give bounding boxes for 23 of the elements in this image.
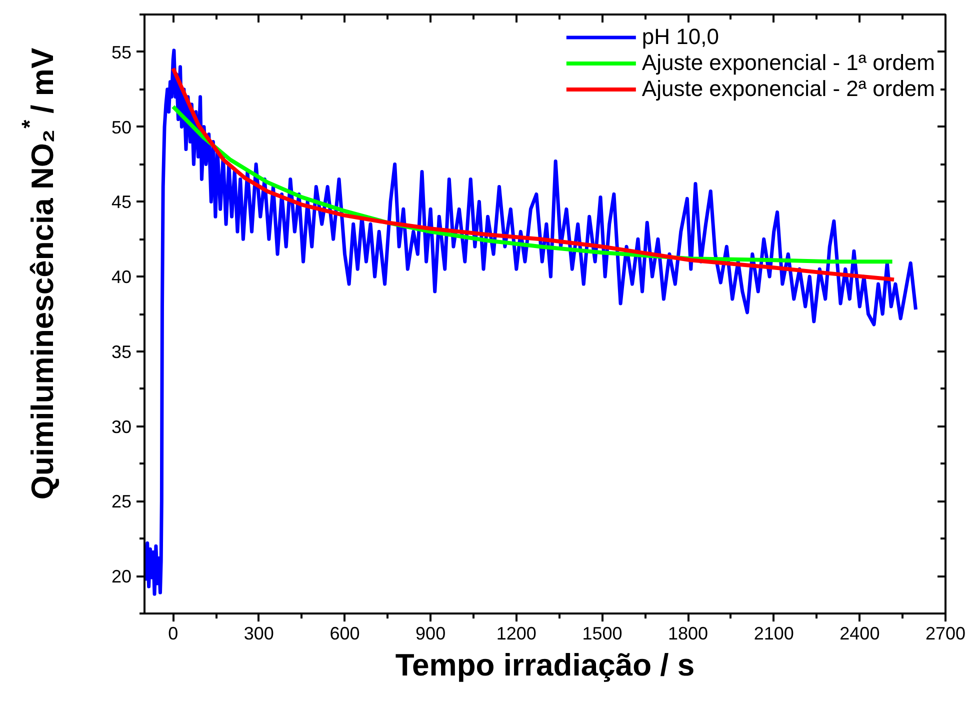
y-axis-title: Quimiluminescência NO₂* / mV bbox=[17, 48, 60, 500]
x-tick-label: 900 bbox=[416, 624, 446, 644]
x-tick-label: 1200 bbox=[496, 624, 536, 644]
y-tick-label: 30 bbox=[111, 416, 132, 437]
legend-label: Ajuste exponencial - 1ª ordem bbox=[642, 50, 935, 76]
x-tick-label: 300 bbox=[244, 624, 274, 644]
x-tick-label: 0 bbox=[168, 624, 178, 644]
x-tick-label: 2700 bbox=[925, 624, 966, 644]
legend-label: Ajuste exponencial - 2ª ordem bbox=[642, 76, 935, 102]
x-tick-label: 600 bbox=[330, 624, 360, 644]
x-tick-label: 2400 bbox=[840, 624, 880, 644]
y-tick-label: 20 bbox=[111, 566, 132, 587]
y-tick-label: 40 bbox=[111, 267, 132, 288]
x-tick-label: 1500 bbox=[582, 624, 622, 644]
y-tick-label: 25 bbox=[111, 492, 132, 512]
y-tick-label: 45 bbox=[111, 192, 132, 212]
legend-label: pH 10,0 bbox=[642, 24, 719, 50]
y-tick-label: 50 bbox=[111, 117, 132, 138]
x-axis-title: Tempo irradiação / s bbox=[395, 648, 695, 682]
x-tick-label: 1800 bbox=[668, 624, 708, 644]
y-tick-label: 55 bbox=[111, 42, 132, 62]
x-tick-label: 2100 bbox=[754, 624, 794, 644]
y-tick-label: 35 bbox=[111, 342, 132, 362]
